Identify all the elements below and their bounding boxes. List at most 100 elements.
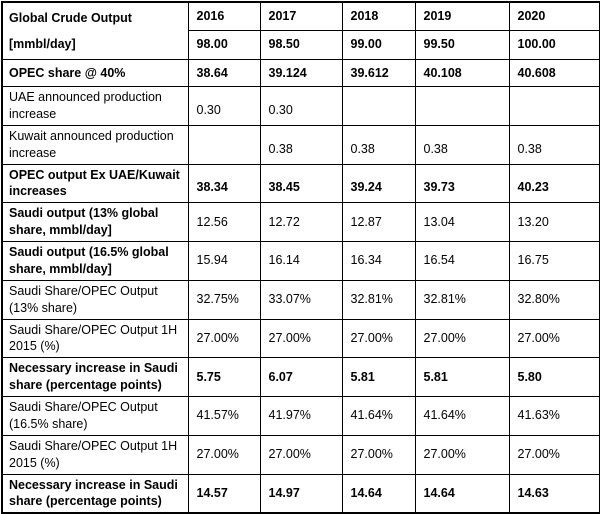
year-header: 2017	[259, 1, 343, 31]
cell-value: 14.97	[259, 473, 343, 514]
table-row: OPEC share @ 40% 38.64 39.124 39.612 40.108 4…	[1, 59, 600, 87]
row-label: Saudi output (13% global share, mmbl/day…	[1, 202, 189, 242]
table-title-line1: Global Crude Output	[9, 11, 132, 25]
cell-value: 41.63%	[508, 396, 600, 436]
table-row: Necessary increase in Saudi share (perce…	[1, 473, 600, 514]
cell-value: 40.108	[414, 59, 510, 87]
cell-value: 12.72	[259, 202, 343, 242]
row-label: Saudi output (16.5% global share, mmbl/d…	[1, 241, 189, 281]
cell-value: 40.23	[508, 163, 600, 204]
cell-value: 38.34	[187, 163, 261, 204]
table-row: Necessary increase in Saudi share (perce…	[1, 357, 600, 397]
cell-value: 6.07	[259, 357, 343, 397]
cell-value: 39.612	[341, 59, 416, 87]
cell-value: 0.30	[187, 86, 261, 126]
table-title-line2: [mmbl/day]	[9, 37, 76, 51]
cell-value: 14.63	[508, 473, 600, 514]
cell-value: 27.00%	[187, 434, 261, 475]
cell-value: 0.38	[508, 124, 600, 165]
cell-value: 32.80%	[508, 279, 600, 320]
cell-value: 39.124	[259, 59, 343, 87]
cell-value: 41.64%	[341, 396, 416, 436]
cell-value: 27.00%	[259, 434, 343, 475]
cell-value: 41.64%	[414, 396, 510, 436]
global-output-row: 98.00 98.50 99.00 99.50 100.00	[2, 29, 600, 61]
row-label: Saudi Share/OPEC Output (13% share)	[1, 279, 189, 320]
cell-value: 32.75%	[187, 279, 261, 320]
cell-value: 39.73	[414, 163, 510, 204]
cell-value: 12.56	[187, 202, 261, 242]
row-label: Necessary increase in Saudi share (perce…	[1, 357, 189, 397]
year-header: 2016	[187, 1, 261, 31]
cell-value: 99.00	[341, 29, 416, 61]
cell-value: 0.38	[259, 124, 343, 165]
cell-value: 100.00	[508, 29, 600, 61]
cell-value: 14.64	[341, 473, 416, 514]
row-label: Kuwait announced production increase	[1, 124, 189, 165]
table-row: Saudi Share/OPEC Output (13% share) 32.75…	[1, 279, 600, 320]
cell-value: 5.80	[508, 357, 600, 397]
cell-value: 32.81%	[414, 279, 510, 320]
cell-value: 0.38	[414, 124, 510, 165]
cell-value: 27.00%	[508, 434, 600, 475]
cell-value: 99.50	[414, 29, 510, 61]
table-row: OPEC output Ex UAE/Kuwait increases 38.34…	[1, 163, 600, 204]
table-row: Saudi Share/OPEC Output 1H 2015 (%) 27.00…	[1, 318, 600, 359]
cell-value: 40.608	[508, 59, 600, 87]
cell-value: 15.94	[187, 241, 261, 281]
cell-value: 14.64	[414, 473, 510, 514]
cell-value: 41.57%	[187, 396, 261, 436]
row-label: Saudi Share/OPEC Output 1H 2015 (%)	[1, 434, 189, 475]
cell-value	[341, 86, 416, 126]
cell-value: 38.45	[259, 163, 343, 204]
cell-value: 27.00%	[341, 318, 416, 359]
cell-value	[414, 86, 510, 126]
year-header: 2020	[508, 1, 600, 31]
cell-value: 16.34	[341, 241, 416, 281]
table-body: OPEC share @ 40% 38.64 39.124 39.612 40.108 4…	[1, 59, 600, 514]
cell-value: 27.00%	[414, 318, 510, 359]
year-header: 2019	[414, 1, 510, 31]
cell-value: 27.00%	[508, 318, 600, 359]
cell-value: 16.14	[259, 241, 343, 281]
cell-value: 16.54	[414, 241, 510, 281]
cell-value	[187, 124, 261, 165]
cell-value: 0.38	[341, 124, 416, 165]
cell-value: 98.00	[187, 29, 261, 61]
year-header-row: Global Crude Output [mmbl/day] 2016 2017…	[1, 1, 600, 60]
table-row: Kuwait announced production increase 0.38…	[1, 124, 600, 165]
table-row: Saudi Share/OPEC Output 1H 2015 (%) 27.00…	[1, 434, 600, 475]
cell-value: 27.00%	[187, 318, 261, 359]
cell-value: 13.04	[414, 202, 510, 242]
row-label: OPEC output Ex UAE/Kuwait increases	[1, 163, 189, 204]
table-row: Saudi Share/OPEC Output (16.5% share) 41.…	[1, 396, 600, 436]
cell-value: 5.81	[341, 357, 416, 397]
row-label: OPEC share @ 40%	[1, 59, 189, 87]
cell-value: 27.00%	[259, 318, 343, 359]
cell-value: 5.81	[414, 357, 510, 397]
row-label: Saudi Share/OPEC Output (16.5% share)	[1, 396, 189, 436]
cell-value: 39.24	[341, 163, 416, 204]
cell-value: 38.64	[187, 59, 261, 87]
cell-value	[508, 86, 600, 126]
cell-value: 0.30	[259, 86, 343, 126]
table-row: Saudi output (16.5% global share, mmbl/d…	[1, 241, 600, 281]
cell-value: 5.75	[187, 357, 261, 397]
cell-value: 14.57	[187, 473, 261, 514]
cell-value: 13.20	[508, 202, 600, 242]
cell-value: 33.07%	[259, 279, 343, 320]
table-row: Saudi output (13% global share, mmbl/day…	[1, 202, 600, 242]
table-title-cell: Global Crude Output [mmbl/day]	[1, 1, 189, 60]
cell-value: 98.50	[259, 29, 343, 61]
row-label: Saudi Share/OPEC Output 1H 2015 (%)	[1, 318, 189, 359]
table-row: UAE announced production increase 0.30 0.3…	[1, 86, 600, 126]
cell-value: 32.81%	[341, 279, 416, 320]
cell-value: 41.97%	[259, 396, 343, 436]
year-header: 2018	[341, 1, 416, 31]
cell-value: 27.00%	[341, 434, 416, 475]
row-label: Necessary increase in Saudi share (perce…	[1, 473, 189, 514]
row-label: UAE announced production increase	[1, 86, 189, 126]
cell-value: 27.00%	[414, 434, 510, 475]
